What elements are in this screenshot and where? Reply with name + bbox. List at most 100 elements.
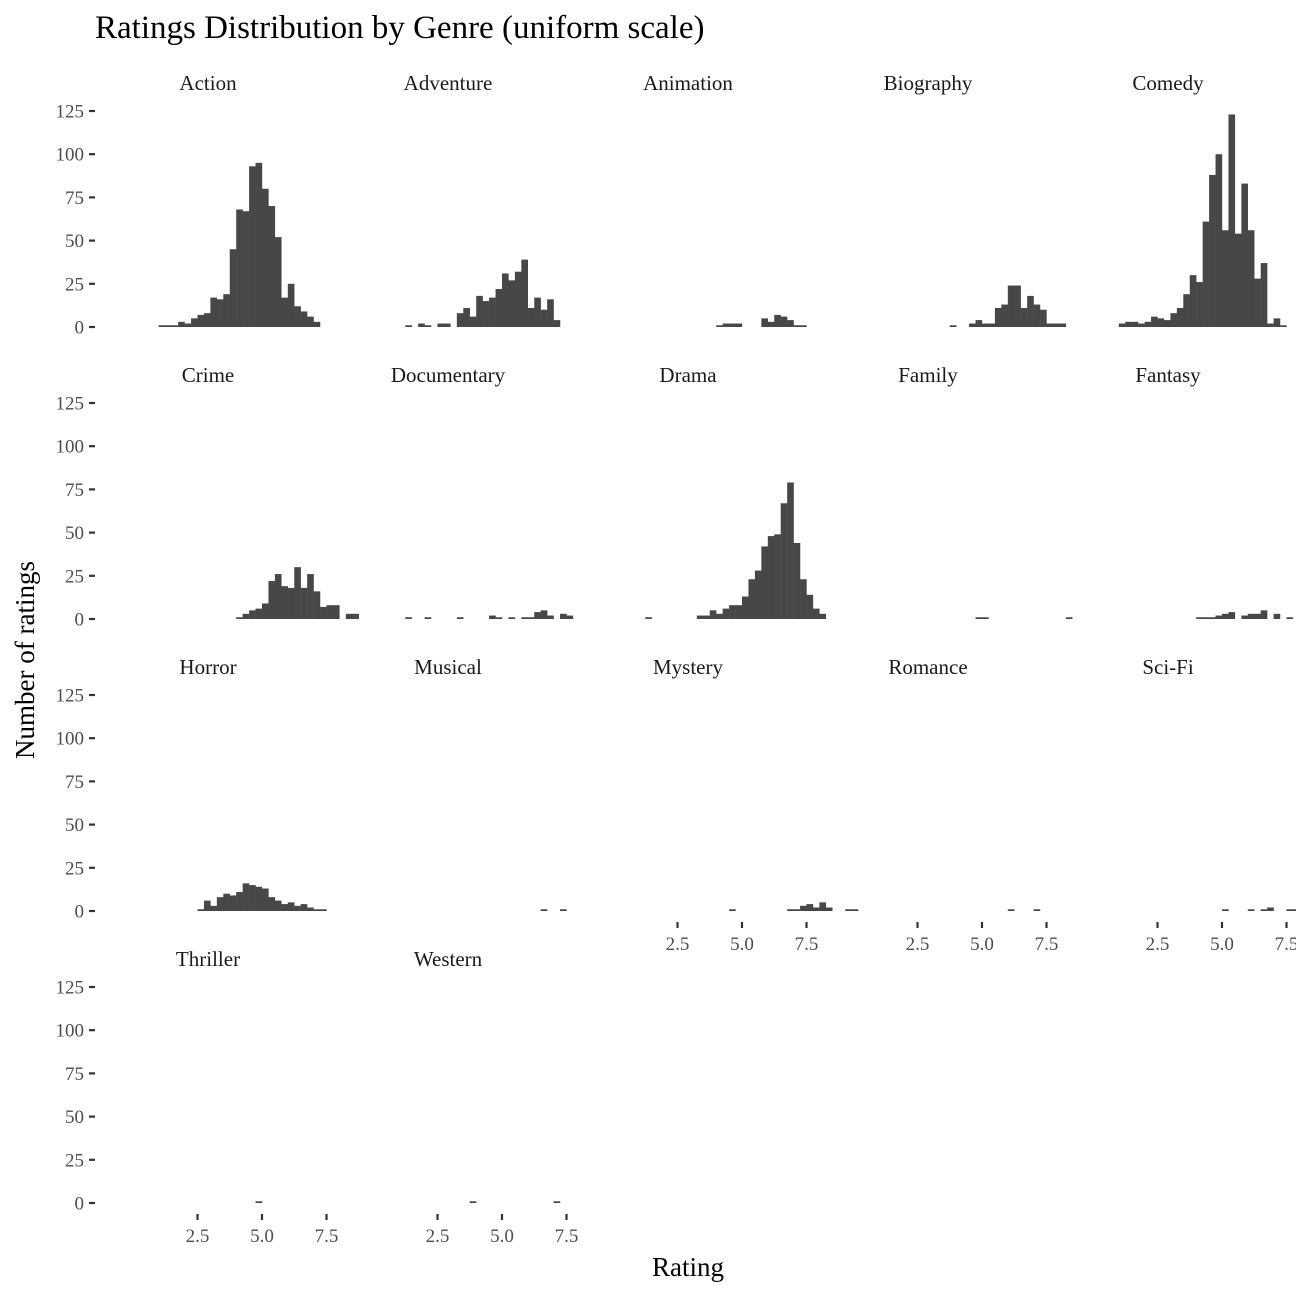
- y-tick-label: 0: [75, 902, 85, 923]
- y-tick-label: 25: [65, 858, 84, 879]
- histogram-bar: [819, 902, 827, 911]
- histogram-bar: [1202, 617, 1210, 619]
- x-tick-label: 2.5: [1146, 934, 1170, 955]
- histogram-bar: [197, 909, 205, 911]
- histogram-bar: [1247, 613, 1255, 619]
- histogram-bar: [1027, 295, 1034, 327]
- histogram-bar: [1222, 909, 1229, 911]
- facet-strip-label: Animation: [643, 71, 733, 95]
- histogram-bar: [281, 586, 288, 619]
- histogram-bar: [1138, 323, 1145, 327]
- y-tick-label: 125: [56, 102, 85, 123]
- histogram-bar: [761, 546, 768, 619]
- y-tick-label: 75: [65, 480, 84, 501]
- histogram-bar: [165, 325, 172, 327]
- histogram-bar: [774, 534, 781, 619]
- histogram-bar: [1007, 285, 1015, 327]
- histogram-bar: [158, 325, 166, 327]
- histogram-bar: [268, 897, 276, 911]
- histogram-bar: [437, 323, 445, 327]
- histogram-bar: [320, 909, 327, 911]
- histogram-bar: [521, 617, 528, 619]
- histogram-bar: [975, 320, 983, 327]
- histogram-bar: [806, 904, 814, 911]
- x-tick-label: 7.5: [315, 1226, 339, 1247]
- y-tick-label: 75: [65, 772, 84, 793]
- histogram-bar: [1065, 617, 1073, 619]
- histogram-bar: [812, 608, 820, 619]
- histogram-bar: [313, 909, 321, 911]
- histogram-bar: [1228, 114, 1236, 328]
- y-tick-label: 75: [65, 188, 84, 209]
- x-axis: 2.5 5.0 7.5: [906, 922, 1058, 955]
- histogram-bar: [709, 610, 717, 619]
- histogram-bar: [1267, 323, 1274, 327]
- histogram-bar: [1241, 183, 1248, 327]
- histogram-bar: [793, 325, 801, 327]
- histogram-bar: [1189, 275, 1197, 327]
- histogram-bar: [742, 596, 749, 619]
- histogram-bar: [495, 288, 503, 327]
- histogram-bar: [722, 323, 730, 327]
- histogram-bar: [456, 617, 464, 619]
- y-tick-label: 0: [75, 318, 85, 339]
- x-tick-label: 5.0: [490, 1226, 514, 1247]
- histogram-bar: [812, 907, 820, 911]
- histogram-bar: [443, 323, 451, 327]
- histogram-bar: [540, 610, 548, 619]
- histogram-bar: [236, 209, 243, 327]
- histogram-bar: [514, 271, 522, 327]
- facet-strip-label: Fantasy: [1135, 363, 1201, 387]
- histogram-bar: [1241, 615, 1248, 619]
- histogram-bar: [1254, 278, 1261, 327]
- histogram-bar: [1131, 321, 1139, 327]
- histogram-bar: [456, 313, 464, 327]
- y-tick-label: 125: [56, 394, 85, 415]
- histogram-bar: [294, 306, 301, 327]
- histogram-bar: [1280, 325, 1287, 327]
- histogram-bar: [476, 295, 483, 327]
- histogram-bar: [1215, 615, 1223, 619]
- histogram-bar: [184, 323, 192, 327]
- histogram-bar: [1125, 321, 1132, 327]
- histogram-bar: [352, 613, 359, 619]
- x-tick-label: 2.5: [666, 934, 690, 955]
- histogram-bar: [255, 608, 263, 619]
- histogram-bar: [191, 318, 198, 327]
- facet-strip-label: Biography: [884, 71, 973, 95]
- histogram-bar: [469, 1201, 477, 1203]
- histogram-bar: [242, 211, 250, 327]
- y-axis: 0 25 50 75 100 125: [56, 394, 95, 631]
- histogram-bar: [521, 259, 528, 327]
- histogram-bar: [274, 237, 282, 327]
- histogram-bar: [255, 886, 263, 911]
- x-tick-label: 5.0: [970, 934, 994, 955]
- histogram-bar: [1046, 323, 1054, 327]
- histogram-bar: [1183, 294, 1190, 327]
- histogram-bar: [645, 617, 652, 619]
- histogram-bar: [262, 888, 269, 911]
- histogram-bar: [729, 605, 736, 619]
- histogram-bar: [553, 320, 561, 327]
- facet-panel-sci-fi: Sci-Fi 2.5 5.0 7.5: [1142, 655, 1296, 955]
- histogram-bar: [566, 615, 574, 619]
- y-tick-label: 100: [56, 1021, 85, 1042]
- histogram-bar: [735, 605, 743, 619]
- histogram-bar: [482, 301, 490, 327]
- histogram-bar: [1196, 617, 1203, 619]
- histogram-bar: [1196, 282, 1203, 327]
- histogram-bar: [969, 323, 976, 327]
- histogram-bar: [767, 536, 775, 619]
- histogram-bar: [703, 615, 710, 619]
- histogram-bar: [203, 900, 211, 911]
- x-axis: 2.5 5.0 7.5: [1146, 922, 1296, 955]
- histogram-bar: [274, 900, 282, 911]
- facet-panel-action: Action 0 25 50 75 100 125: [56, 71, 321, 339]
- histogram-bar: [242, 613, 250, 619]
- histogram-bar: [982, 323, 989, 327]
- histogram-bar: [787, 482, 794, 619]
- histogram-bar: [787, 320, 794, 327]
- histogram-bar: [300, 904, 308, 911]
- histogram-bar: [994, 307, 1002, 327]
- histogram-bar: [1007, 909, 1015, 911]
